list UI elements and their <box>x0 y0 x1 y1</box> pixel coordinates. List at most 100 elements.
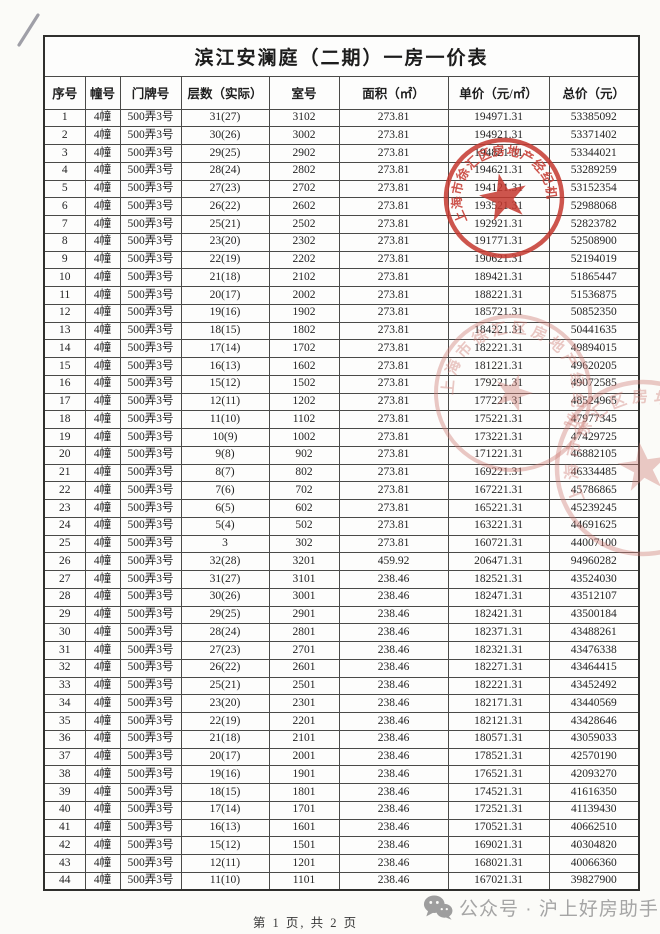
table-cell: 5(4) <box>180 516 270 536</box>
table-cell: 94960282 <box>548 552 640 571</box>
table-body: 1 4幢 500弄3号 31(27) 3102 273.81 194971.31 533850… <box>43 108 640 891</box>
table-cell: 500弄3号 <box>119 818 182 838</box>
table-cell: 25(21) <box>180 215 270 234</box>
table-cell: 273.81 <box>338 516 449 536</box>
table-cell: 2201 <box>268 712 340 731</box>
col-header-total-price: 总价（元） <box>548 75 640 110</box>
table-cell: 4幢 <box>84 871 121 891</box>
table-cell: 43476338 <box>548 641 640 660</box>
table-cell: 43500184 <box>548 605 640 625</box>
table-cell: 29(25) <box>180 605 270 625</box>
table-cell: 178521.31 <box>447 747 550 767</box>
table-cell: 2902 <box>268 144 340 163</box>
table-row: 20 4幢 500弄3号 9(8) 902 273.81 171221.31 46882105 <box>43 445 640 465</box>
table-cell: 52508900 <box>548 232 640 252</box>
table-cell: 1201 <box>268 854 340 873</box>
table-cell: 4幢 <box>84 552 121 571</box>
table-cell: 15 <box>43 357 86 376</box>
table-cell: 194821.31 <box>447 144 550 163</box>
table-row: 8 4幢 500弄3号 23(20) 2302 273.81 191771.31 525089… <box>43 232 640 252</box>
col-header-floor: 层数（实际） <box>180 75 270 110</box>
table-row: 35 4幢 500弄3号 22(19) 2201 238.46 182121.31 43428… <box>43 712 640 731</box>
table-cell: 500弄3号 <box>119 641 182 660</box>
table-cell: 49620205 <box>548 357 640 376</box>
table-cell: 182521.31 <box>447 570 550 589</box>
table-cell: 39827900 <box>548 871 640 891</box>
table-cell: 53385092 <box>548 108 640 128</box>
table-cell: 206471.31 <box>447 552 550 571</box>
table-cell: 30(26) <box>180 587 270 607</box>
table-cell: 4幢 <box>84 428 121 447</box>
table-row: 40 4幢 500弄3号 17(14) 1701 238.46 172521.31 41139… <box>43 800 640 820</box>
table-row: 36 4幢 500弄3号 21(18) 2101 238.46 180571.31 43059… <box>43 729 640 749</box>
table-cell: 167021.31 <box>447 871 550 891</box>
table-cell: 182321.31 <box>447 641 550 660</box>
table-cell: 500弄3号 <box>119 854 182 873</box>
table-cell: 500弄3号 <box>119 836 182 855</box>
table-cell: 802 <box>268 463 340 483</box>
table-cell: 42093270 <box>548 765 640 784</box>
table-cell: 47977345 <box>548 410 640 429</box>
table-cell: 167221.31 <box>447 481 550 500</box>
table-cell: 188221.31 <box>447 286 550 305</box>
table-cell: 2 <box>43 126 86 145</box>
col-header-address: 门牌号 <box>119 75 182 110</box>
table-cell: 15(12) <box>180 836 270 855</box>
table-cell: 238.46 <box>338 836 449 855</box>
table-cell: 40304820 <box>548 836 640 855</box>
table-cell: 500弄3号 <box>119 694 182 713</box>
table-cell: 194621.31 <box>447 161 550 181</box>
table-cell: 238.46 <box>338 658 449 678</box>
table-cell: 25(21) <box>180 676 270 696</box>
table-cell: 2502 <box>268 215 340 234</box>
table-cell: 3102 <box>268 108 340 128</box>
table-cell: 53371402 <box>548 126 640 145</box>
table-cell: 169221.31 <box>447 463 550 483</box>
table-cell: 23(20) <box>180 694 270 713</box>
table-cell: 10 <box>43 268 86 287</box>
table-row: 22 4幢 500弄3号 7(6) 702 273.81 167221.31 45786865 <box>43 481 640 500</box>
table-cell: 22(19) <box>180 712 270 731</box>
table-cell: 193521.31 <box>447 197 550 216</box>
table-cell: 2302 <box>268 232 340 252</box>
table-cell: 46334485 <box>548 463 640 483</box>
table-cell: 500弄3号 <box>119 410 182 429</box>
table-cell: 500弄3号 <box>119 499 182 518</box>
table-cell: 3 <box>180 534 270 554</box>
table-row: 7 4幢 500弄3号 25(21) 2502 273.81 192921.31 528237… <box>43 215 640 234</box>
table-row: 3 4幢 500弄3号 29(25) 2902 273.81 194821.31 533440… <box>43 144 640 163</box>
table-cell: 602 <box>268 499 340 518</box>
table-cell: 27 <box>43 570 86 589</box>
table-cell: 32 <box>43 658 86 678</box>
table-cell: 26(22) <box>180 197 270 216</box>
table-cell: 4幢 <box>84 286 121 305</box>
table-row: 24 4幢 500弄3号 5(4) 502 273.81 163221.31 44691625 <box>43 516 640 536</box>
table-cell: 29(25) <box>180 144 270 163</box>
table-row: 5 4幢 500弄3号 27(23) 2702 273.81 194121.31 531523… <box>43 179 640 199</box>
table-cell: 273.81 <box>338 445 449 465</box>
table-cell: 500弄3号 <box>119 729 182 749</box>
table-cell: 238.46 <box>338 765 449 784</box>
table-cell: 4幢 <box>84 481 121 500</box>
table-cell: 4幢 <box>84 676 121 696</box>
table-cell: 25 <box>43 534 86 554</box>
table-cell: 2102 <box>268 268 340 287</box>
table-cell: 4幢 <box>84 197 121 216</box>
table-cell: 44 <box>43 871 86 891</box>
table-cell: 500弄3号 <box>119 481 182 500</box>
table-cell: 20 <box>43 445 86 465</box>
table-cell: 182171.31 <box>447 694 550 713</box>
table-header-row: 序号 幢号 门牌号 层数（实际） 室号 面积（㎡） 单价（元/㎡） 总价（元） <box>43 75 640 110</box>
table-cell: 44691625 <box>548 516 640 536</box>
table-cell: 45786865 <box>548 481 640 500</box>
table-cell: 273.81 <box>338 357 449 376</box>
table-cell: 273.81 <box>338 410 449 429</box>
table-row: 19 4幢 500弄3号 10(9) 1002 273.81 173221.31 474297… <box>43 428 640 447</box>
table-cell: 182271.31 <box>447 658 550 678</box>
table-cell: 302 <box>268 534 340 554</box>
table-cell: 53152354 <box>548 179 640 199</box>
table-row: 37 4幢 500弄3号 20(17) 2001 238.46 178521.31 42570… <box>43 747 640 767</box>
wechat-icon <box>423 895 453 920</box>
table-cell: 500弄3号 <box>119 108 182 128</box>
table-cell: 2301 <box>268 694 340 713</box>
